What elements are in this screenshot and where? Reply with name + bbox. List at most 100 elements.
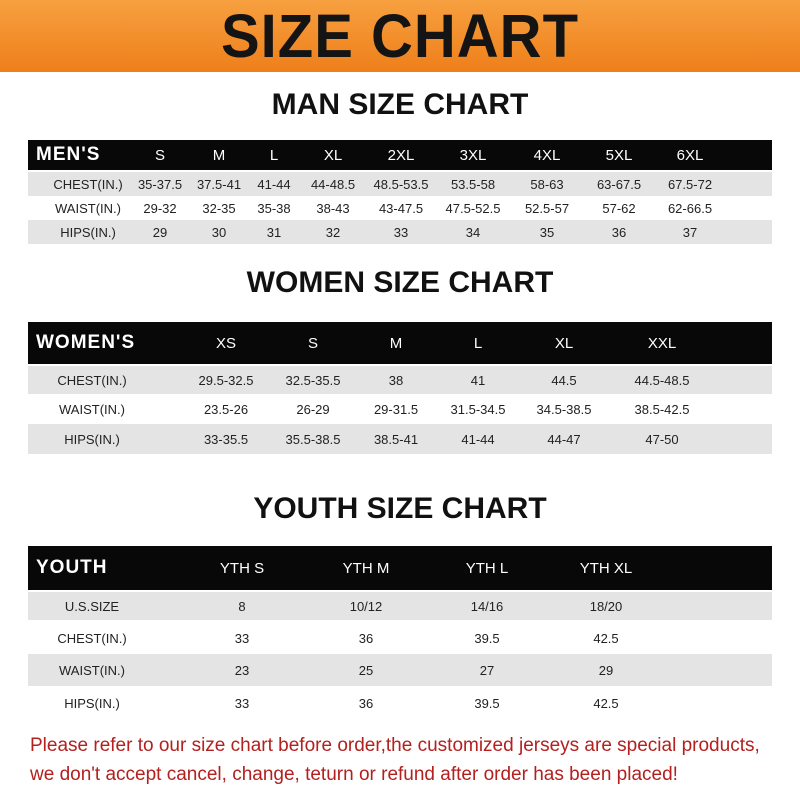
measurement-cell: 38.5-41 bbox=[373, 431, 419, 447]
measurement-cell: 29 bbox=[598, 662, 614, 678]
measurement-cell: 29 bbox=[152, 224, 168, 240]
measurement-cell: 31.5-34.5 bbox=[450, 401, 506, 417]
size-header-cell: S bbox=[154, 146, 166, 164]
measurement-cell: 37 bbox=[682, 224, 698, 240]
measurement-cell: 47.5-52.5 bbox=[445, 200, 501, 216]
row-label: CHEST(IN.) bbox=[57, 630, 127, 646]
table-row: HIPS(IN.) 29 30 31 32 33 34 35 36 37 bbox=[28, 220, 772, 244]
measurement-cell: 52.5-57 bbox=[524, 200, 570, 216]
size-header-cell: XXL bbox=[647, 334, 677, 352]
table-row: CHEST(IN.) 29.5-32.5 32.5-35.5 38 41 44.5 44.5… bbox=[28, 366, 772, 394]
measurement-cell: 41-44 bbox=[257, 176, 291, 192]
measurement-cell: 34.5-38.5 bbox=[536, 401, 592, 417]
measurement-cell: 67.5-72 bbox=[667, 176, 713, 192]
measurement-cell: 58-63 bbox=[530, 176, 564, 192]
table-header-row: WOMEN'S XS S M L XL XXL bbox=[28, 322, 772, 364]
row-label: HIPS(IN.) bbox=[64, 431, 120, 447]
measurement-cell: 44.5 bbox=[551, 372, 577, 388]
size-header-cell: 5XL bbox=[605, 146, 633, 164]
measurement-cell: 26-29 bbox=[296, 401, 330, 417]
table-title-cell: WOMEN'S bbox=[36, 332, 136, 353]
table-row: CHEST(IN.) 33 36 39.5 42.5 bbox=[28, 622, 772, 654]
policy-note-line-2: we don't accept cancel, change, teturn o… bbox=[30, 764, 678, 785]
measurement-cell: 43-47.5 bbox=[378, 200, 424, 216]
measurement-cell: 29.5-32.5 bbox=[198, 372, 254, 388]
banner-title: SIZE CHART bbox=[221, 1, 579, 71]
measurement-cell: 23.5-26 bbox=[203, 401, 249, 417]
table-row: WAIST(IN.) 23 25 27 29 bbox=[28, 654, 772, 686]
measurement-cell: 32-35 bbox=[202, 200, 236, 216]
row-label: U.S.SIZE bbox=[64, 598, 120, 614]
table-row: HIPS(IN.) 33 36 39.5 42.5 bbox=[28, 688, 772, 718]
measurement-cell: 31 bbox=[266, 224, 282, 240]
size-header-cell: 6XL bbox=[676, 146, 704, 164]
size-header-cell: YTH M bbox=[342, 559, 390, 577]
measurement-cell: 36 bbox=[611, 224, 627, 240]
measurement-cell: 36 bbox=[358, 630, 374, 646]
measurement-cell: 32.5-35.5 bbox=[285, 372, 341, 388]
table-header-row: MEN'S S M L XL 2XL 3XL 4XL 5XL 6XL bbox=[28, 140, 772, 170]
row-label: WAIST(IN.) bbox=[59, 662, 125, 678]
measurement-cell: 62-66.5 bbox=[667, 200, 713, 216]
measurement-cell: 35-38 bbox=[257, 200, 291, 216]
table-row: CHEST(IN.) 35-37.5 37.5-41 41-44 44-48.5 48.5… bbox=[28, 172, 772, 196]
row-label: HIPS(IN.) bbox=[64, 695, 120, 711]
size-header-cell: YTH L bbox=[465, 559, 509, 577]
measurement-cell: 35 bbox=[539, 224, 555, 240]
measurement-cell: 33 bbox=[393, 224, 409, 240]
size-header-cell: L bbox=[473, 334, 483, 352]
measurement-cell: 33 bbox=[234, 630, 250, 646]
men-section-title: MAN SIZE CHART bbox=[271, 88, 529, 121]
size-header-cell: 4XL bbox=[533, 146, 561, 164]
size-header-cell: 2XL bbox=[387, 146, 415, 164]
measurement-cell: 33 bbox=[234, 695, 250, 711]
table-row: HIPS(IN.) 33-35.5 35.5-38.5 38.5-41 41-44 44-… bbox=[28, 424, 772, 454]
measurement-cell: 27 bbox=[479, 662, 495, 678]
women-section-title: WOMEN SIZE CHART bbox=[246, 266, 554, 299]
measurement-cell: 36 bbox=[358, 695, 374, 711]
measurement-cell: 47-50 bbox=[645, 431, 679, 447]
measurement-cell: 38.5-42.5 bbox=[634, 401, 690, 417]
measurement-cell: 10/12 bbox=[349, 598, 383, 614]
size-header-cell: XL bbox=[323, 146, 343, 164]
measurement-cell: 8 bbox=[238, 598, 246, 614]
size-header-cell: YTH XL bbox=[579, 559, 633, 577]
measurement-cell: 39.5 bbox=[474, 630, 500, 646]
row-label: WAIST(IN.) bbox=[55, 200, 121, 216]
measurement-cell: 23 bbox=[234, 662, 250, 678]
row-label: WAIST(IN.) bbox=[59, 401, 125, 417]
size-header-cell: S bbox=[307, 334, 319, 352]
measurement-cell: 41-44 bbox=[461, 431, 495, 447]
measurement-cell: 39.5 bbox=[474, 695, 500, 711]
measurement-cell: 44-47 bbox=[547, 431, 581, 447]
row-label: CHEST(IN.) bbox=[57, 372, 127, 388]
table-title-cell: YOUTH bbox=[36, 557, 108, 578]
measurement-cell: 38-43 bbox=[316, 200, 350, 216]
size-header-cell: XS bbox=[215, 334, 237, 352]
measurement-cell: 35-37.5 bbox=[137, 176, 183, 192]
measurement-cell: 33-35.5 bbox=[203, 431, 249, 447]
measurement-cell: 37.5-41 bbox=[196, 176, 242, 192]
measurement-cell: 29-32 bbox=[143, 200, 177, 216]
measurement-cell: 32 bbox=[325, 224, 341, 240]
measurement-cell: 41 bbox=[470, 372, 486, 388]
measurement-cell: 63-67.5 bbox=[596, 176, 642, 192]
measurement-cell: 18/20 bbox=[589, 598, 623, 614]
youth-section-title: YOUTH SIZE CHART bbox=[253, 492, 547, 525]
measurement-cell: 35.5-38.5 bbox=[285, 431, 341, 447]
measurement-cell: 25 bbox=[358, 662, 374, 678]
table-row: WAIST(IN.) 29-32 32-35 35-38 38-43 43-47.5 47.… bbox=[28, 196, 772, 220]
measurement-cell: 14/16 bbox=[470, 598, 504, 614]
measurement-cell: 53.5-58 bbox=[450, 176, 496, 192]
measurement-cell: 44.5-48.5 bbox=[634, 372, 690, 388]
measurement-cell: 42.5 bbox=[593, 630, 619, 646]
table-row: WAIST(IN.) 23.5-26 26-29 29-31.5 31.5-34.5 34… bbox=[28, 394, 772, 424]
measurement-cell: 57-62 bbox=[602, 200, 636, 216]
policy-note-line-1: Please refer to our size chart before or… bbox=[30, 735, 760, 756]
measurement-cell: 44-48.5 bbox=[310, 176, 356, 192]
size-header-cell: YTH S bbox=[219, 559, 265, 577]
measurement-cell: 34 bbox=[465, 224, 481, 240]
size-header-cell: 3XL bbox=[459, 146, 487, 164]
size-chart-banner: SIZE CHART bbox=[0, 0, 800, 72]
measurement-cell: 42.5 bbox=[593, 695, 619, 711]
